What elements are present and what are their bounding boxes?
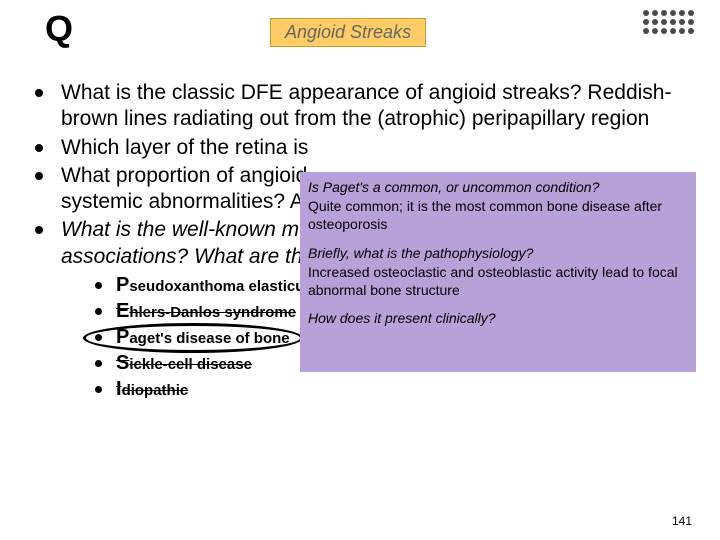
bullet-icon [95, 308, 102, 315]
bullet-2: Which layer of the retina is [35, 135, 695, 161]
line-a: What proportion of angioid [61, 164, 307, 187]
bullet-icon [95, 386, 102, 393]
sub-text: Paget's disease of bone [116, 326, 290, 349]
bullet-icon [35, 226, 43, 234]
bullet-icon [35, 172, 43, 180]
bullet-text: What is the well-known m associations? W… [61, 217, 303, 270]
line-b: associations? What are th [61, 245, 303, 268]
q-letter: Q [45, 8, 73, 50]
info-overlay: Is Paget's a common, or uncommon conditi… [300, 172, 696, 372]
overlay-a2: Increased osteoclastic and osteoblastic … [308, 263, 688, 299]
bullet-icon [95, 334, 102, 341]
overlay-q3: How does it present clinically? [308, 309, 688, 327]
bullet-text: Which layer of the retina is [61, 135, 308, 161]
bullet-1: What is the classic DFE appearance of an… [35, 80, 695, 133]
overlay-a1: Quite common; it is the most common bone… [308, 197, 688, 233]
line-a: What is the well-known m [61, 218, 299, 241]
slide-title: Angioid Streaks [270, 18, 426, 47]
bullet-icon [95, 360, 102, 367]
bullet-text: What is the classic DFE appearance of an… [61, 80, 695, 133]
bullet-icon [35, 89, 43, 97]
bullet-text: What proportion of angioid systemic abno… [61, 163, 307, 216]
decoration-dots [643, 10, 695, 35]
line-b: systemic abnormalities? A [61, 190, 304, 213]
sub-text: Ehlers-Danlos syndrome [116, 300, 296, 323]
sub-text: Sickle-cell disease [116, 352, 252, 375]
bullet-icon [35, 144, 43, 152]
overlay-q1: Is Paget's a common, or uncommon conditi… [308, 178, 688, 196]
overlay-q2: Briefly, what is the pathophysiology? [308, 244, 688, 262]
sub-item-idiopathic: Idiopathic [95, 378, 695, 401]
page-number: 141 [672, 514, 692, 528]
sub-text: Idiopathic [116, 378, 188, 401]
bullet-icon [95, 282, 102, 289]
